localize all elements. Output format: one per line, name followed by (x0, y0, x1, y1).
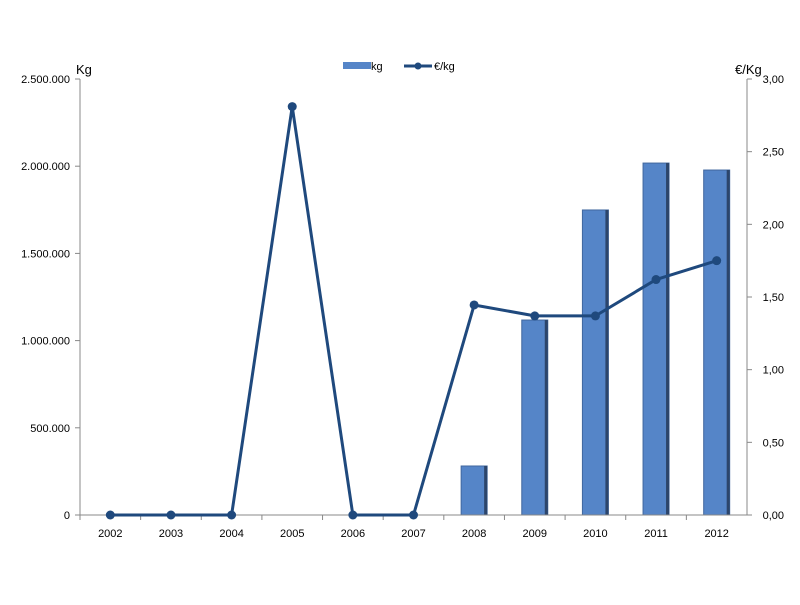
x-tick-label: 2009 (523, 528, 547, 540)
y2-tick-label: 0,50 (763, 437, 784, 449)
point-eur-kg-2004 (227, 510, 237, 520)
bar-shadow (484, 465, 488, 515)
x-tick-label: 2004 (219, 528, 243, 540)
legend: kg €/kg (343, 61, 455, 73)
x-tick-label: 2012 (704, 528, 728, 540)
point-eur-kg-2011 (651, 275, 661, 285)
bar-kg-2010 (581, 209, 609, 516)
bar-shadow (666, 163, 670, 516)
point-eur-kg-2012 (712, 256, 722, 266)
y2-axis-title: €/Kg (735, 62, 762, 77)
point-eur-kg-2003 (166, 510, 176, 520)
y-axis-title: Kg (76, 62, 92, 77)
x-tick-label: 2011 (644, 528, 668, 540)
point-eur-kg-2007 (409, 510, 418, 520)
x-tick-label: 2003 (159, 528, 183, 540)
x-tick-label: 2005 (280, 528, 304, 540)
x-tick-label: 2010 (583, 528, 607, 540)
y2-tick-label: 1,00 (763, 365, 784, 377)
y-tick-label: 2.000.000 (21, 161, 70, 173)
x-tick-label: 2007 (401, 528, 425, 540)
legend-eur-kg: €/kg (434, 61, 455, 73)
bar-kg-2012 (703, 169, 731, 516)
bar-kg-2008 (460, 465, 488, 516)
y2-tick-label: 3,00 (763, 74, 784, 86)
bar-kg-2011 (642, 162, 670, 516)
bar-shadow (605, 209, 609, 515)
legend-kg: kg (371, 61, 383, 73)
legend-line-marker (414, 62, 422, 70)
line-eur-kg (110, 105, 718, 517)
point-eur-kg-2006 (348, 510, 358, 520)
y-tick-label: 500.000 (30, 423, 70, 435)
bar-shadow (544, 320, 548, 515)
point-eur-kg-2005 (287, 102, 297, 112)
bar-kg-2009 (521, 319, 549, 516)
point-eur-kg-2009 (530, 311, 540, 321)
point-eur-kg-2002 (105, 510, 115, 520)
y2-tick-label: 2,00 (763, 219, 784, 231)
point-eur-kg-2010 (590, 311, 600, 321)
y-tick-label: 1.500.000 (21, 248, 70, 260)
y-tick-label: 1.000.000 (21, 336, 70, 348)
y-tick-label: 2.500.000 (21, 74, 70, 86)
y2-tick-label: 0,00 (763, 510, 784, 522)
bar-shadow (726, 170, 730, 515)
x-tick-label: 2002 (98, 528, 122, 540)
legend-bar-swatch (343, 62, 371, 69)
x-tick-label: 2008 (462, 528, 486, 540)
y2-tick-label: 1,50 (763, 292, 784, 304)
y-tick-label: 0 (64, 510, 70, 522)
y2-tick-label: 2,50 (763, 147, 784, 159)
point-eur-kg-2008 (469, 300, 479, 310)
x-tick-label: 2006 (341, 528, 365, 540)
